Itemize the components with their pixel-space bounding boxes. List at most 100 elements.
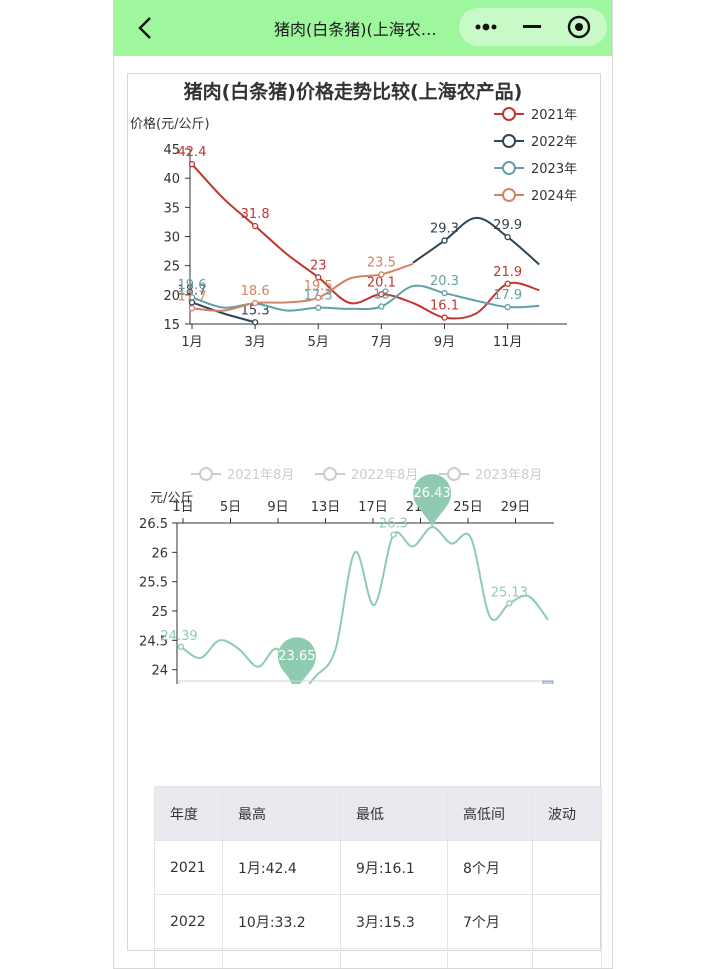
y-tick-label: 40 [163,172,180,187]
max-pin: 26.43 [413,474,452,528]
y-tick-label: 35 [163,201,180,216]
data-point [315,274,322,281]
legend-label: 2024年 [531,189,577,204]
series-line-1 [191,301,256,324]
min-pin: 23.65 [277,637,316,684]
legend-label-disabled: 2023年8月 [475,468,542,483]
data-label: 16.1 [430,299,459,314]
data-point [378,271,385,278]
y-tick-label: 15 [163,318,180,333]
col-max: 最高 [222,786,341,841]
data-label: 18 [373,288,390,303]
col-span: 高低间 [447,786,533,841]
legend-label-disabled: 2022年8月 [351,468,418,483]
wave-badge: 小 [532,948,602,968]
data-point [315,304,322,311]
capsule-menu [459,8,607,46]
data-label: 23 [310,258,327,273]
legend-marker [323,467,337,481]
x-tick-label: 7月 [371,335,392,350]
x-tick-label: 11月 [493,335,523,350]
top-tick-label: 5日 [220,500,241,515]
data-label: 19.6 [178,278,207,293]
data-point [441,237,448,244]
slider-handle[interactable] [542,680,554,684]
y-tick-label: 24 [151,664,168,679]
table-cell: 4月:17.3 [340,948,448,968]
data-point [188,305,196,312]
data-point [504,233,511,241]
series-line-1 [412,216,540,266]
y-tick-label: 25.5 [139,576,168,591]
data-point [251,299,259,307]
data-label: 31.8 [241,207,270,222]
data-label: 18.7 [178,283,207,298]
y-tick-label: 24.5 [139,634,168,649]
data-label: 17.7 [178,289,207,304]
data-point [188,294,196,301]
table-cell [532,894,602,949]
minimize-icon[interactable] [521,8,543,46]
col-wave: 波动 [532,786,602,841]
legend-label: 2023年 [531,162,577,177]
table-cell: 10月:33.2 [222,894,341,949]
data-point [504,280,511,287]
series-line-0 [191,163,540,320]
table-row: 2021 1月:42.4 9月:16.1 8个月 [154,840,602,895]
phone-frame: 猪肉(白条猪)(上海农… 猪肉(白条猪)价格走势比较(上海农产品) 价格(元/公… [113,0,613,969]
table-cell: 7个月 [447,894,533,949]
top-tick-label: 13日 [311,500,341,515]
table-cell: 8个月 [447,840,533,895]
data-point [378,291,385,298]
y-tick-label: 45 [163,143,180,158]
legend-marker [502,161,516,175]
data-point [441,314,448,321]
x-tick-label: 1月 [181,335,202,350]
legend-marker [502,134,516,148]
data-point [251,222,259,230]
data-point [504,303,511,311]
table-cell: 2022 [154,894,223,949]
data-zoom-slider [178,680,553,684]
data-label: 26.3 [379,517,408,532]
more-dots-icon[interactable] [473,8,501,46]
page-title: 猪肉(白条猪)(上海农… [274,20,437,39]
table-header-row: 年度 最高 最低 高低间 波动 [154,786,602,841]
top-tick-label: 17日 [358,500,388,515]
chart1-ylabel: 价格(元/公斤) [130,116,210,132]
target-close-icon[interactable] [565,8,593,46]
chart1-title: 猪肉(白条猪)价格走势比较(上海农产品) [183,80,523,103]
chart2-ylabel: 元/公斤 [150,491,193,506]
legend-marker [502,188,516,202]
data-label: 18.6 [241,284,270,299]
nav-bar: 猪肉(白条猪)(上海农… [114,0,612,56]
y-tick-label: 26.5 [139,517,168,532]
table-row: 2023 8月:21.5 4月:17.3 4个月 小 [154,948,602,968]
data-point [441,289,448,297]
data-label: 15.3 [241,303,270,318]
table-cell: 1月:42.4 [222,840,341,895]
legend-marker [447,467,461,481]
x-tick-label: 3月 [244,335,265,350]
top-tick-label: 25日 [453,500,483,515]
data-label: 29.3 [430,222,459,237]
data-point [188,161,196,168]
data-point [506,600,513,607]
legend-label: 2021年 [531,108,577,123]
table-cell: 2023 [154,948,223,968]
data-label: 25.13 [491,585,528,600]
data-label: 42.4 [178,145,207,160]
data-label: 24.39 [160,629,197,644]
chevron-left-icon[interactable] [132,14,160,42]
col-year: 年度 [154,786,223,841]
data-point [177,643,185,650]
pin-label: 23.65 [278,649,315,664]
legend-marker [502,107,516,121]
data-label: 20.1 [367,275,396,290]
data-label: 21.9 [493,265,522,280]
data-point [251,319,259,326]
data-point [315,294,322,301]
yearly-comparison-chart: 猪肉(白条猪)价格走势比较(上海农产品) 价格(元/公斤) 15 20 25 30 35… [130,80,577,350]
x-tick-label: 9月 [434,335,455,350]
